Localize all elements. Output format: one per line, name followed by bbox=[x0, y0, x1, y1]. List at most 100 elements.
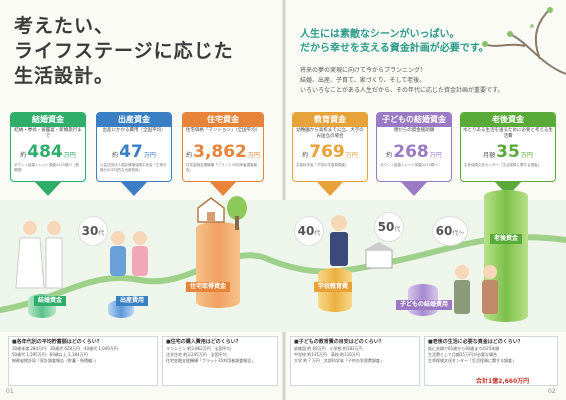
card-sub: ゆとりある生活を送るために必要と考える生活費 bbox=[463, 128, 553, 139]
info-box-row: マンション 約3,862万円 全国平均 bbox=[166, 346, 231, 351]
student-icon bbox=[330, 215, 348, 266]
info-box-row: 幼稚園 約 69万円 小学校 約183万円 bbox=[294, 346, 363, 351]
card-sub: 親からの資金援助額 bbox=[393, 128, 435, 133]
ribbon-childbirth: 出産費用 bbox=[116, 296, 149, 306]
tree-branch-illustration bbox=[482, 7, 566, 75]
intro-text: 将来の夢の実現に向けて今からプランニング！ 結婚、出産、子育て、家づくり、そして… bbox=[300, 66, 503, 96]
amount-number: 35 bbox=[496, 142, 520, 162]
amount-unit: 万円 bbox=[345, 152, 358, 159]
card-header: 教育資金 bbox=[293, 113, 367, 127]
coin-stack-housing bbox=[196, 222, 240, 308]
lead-line-2: だから幸せを支える資金計画が必要です。 bbox=[300, 43, 489, 54]
amount-prefix: 約 bbox=[386, 152, 393, 159]
card-amount: 月額 35 万円 bbox=[461, 142, 555, 162]
info-box-housing: ■住宅の購入費用はどのくらい？ マンション 約3,862万円 全国平均 注文住宅… bbox=[162, 336, 278, 386]
arrow-down-icon bbox=[495, 182, 521, 196]
card-note: 生命保険文化センター「生活保障に関する調査」 bbox=[464, 163, 541, 167]
card-note: ゼクシィ結婚トレンド調査2015調べ（首都圏） bbox=[14, 163, 79, 172]
info-box-savings: ■各年代別の平均貯蓄額はどのくらい？ 30歳未満 284万円 30歳代 628万… bbox=[8, 336, 158, 386]
intro-line-1: 将来の夢の実現に向けて今からプランニング！ bbox=[300, 67, 427, 74]
card-header: 住宅資金 bbox=[183, 113, 263, 127]
card-housing-fund: 住宅資金 住宅価格「マンション」（全国平均） 約 3,862 万円 住宅金融支援… bbox=[182, 112, 264, 182]
info-box-row: 生命保険文化センター「生活保障に関する調査」 bbox=[428, 358, 516, 363]
card-education-fund: 教育資金 幼稚園から高校まで公立、大学のみ国立の場合 約 769 万円 文部科学… bbox=[292, 112, 368, 182]
amount-number: 268 bbox=[393, 142, 429, 162]
info-box-education: ■子どもの教育費の目安はどのくらい？ 幼稚園 約 69万円 小学校 約183万円… bbox=[290, 336, 420, 386]
card-amount: 約 769 万円 bbox=[293, 142, 367, 162]
card-sub: 住宅価格「マンション」（全国平均） bbox=[185, 128, 261, 133]
info-box-row: 大学 約 ? 万円 文部科学省「子供の学習費調査」 bbox=[294, 358, 384, 363]
age-number: 30 bbox=[81, 224, 99, 238]
info-box-title: ■各年代別の平均貯蓄額はどのくらい？ bbox=[12, 339, 102, 345]
card-header: 出産資金 bbox=[97, 113, 171, 127]
card-header: 老後資金 bbox=[461, 113, 555, 127]
page-number-left: 01 bbox=[6, 388, 14, 395]
card-amount: 約 268 万円 bbox=[377, 142, 451, 162]
title-line-3: 生活設計。 bbox=[14, 65, 115, 87]
info-box-title: ■老後の生活に必要な資金はどのくらい？ bbox=[428, 339, 523, 345]
page-number-right: 02 bbox=[548, 388, 556, 395]
info-box-row: 30歳未満 284万円 30歳代 628万円 40歳代 1,049万円 bbox=[12, 346, 118, 351]
ribbon-child-marriage: 子どもの結婚費用 bbox=[396, 300, 453, 310]
lead-text: 人生には素敵なシーンがいっぱい。 だから幸せを支える資金計画が必要です。 bbox=[300, 28, 489, 56]
card-child-marriage-fund: 子どもの結婚資金 親からの資金援助額 約 268 万円 ゼクシィ結婚トレンド調査… bbox=[376, 112, 452, 182]
age-suffix: 代 bbox=[314, 230, 321, 237]
info-box-row: 注文住宅 約3,245万円 全国平均 bbox=[166, 352, 227, 357]
info-box-row: 住宅金融支援機構「フラット35利用者調査報告」 bbox=[166, 358, 256, 363]
amount-unit: 万円 bbox=[520, 152, 533, 159]
info-box-row: 中学校 約135万円 高校 約116万円 bbox=[294, 352, 360, 357]
intro-line-3: いろいろなことがある人生だから、その年代に応じた資金計画が重要です。 bbox=[300, 87, 504, 94]
age-suffix: 代 bbox=[394, 226, 401, 233]
card-header: 結婚資金 bbox=[11, 113, 85, 127]
info-box-row: 50歳代 1,595万円 60歳以上 2,384万円 bbox=[12, 352, 88, 357]
age-badge-50s: 50 代 bbox=[374, 212, 404, 242]
arrow-down-icon bbox=[210, 182, 236, 196]
card-retirement-fund: 老後資金 ゆとりある生活を送るために必要と考える生活費 月額 35 万円 生命保… bbox=[460, 112, 556, 182]
intro-line-2: 結婚、出産、子育て、家づくり、そして老後。 bbox=[300, 77, 426, 84]
amount-number: 484 bbox=[27, 142, 63, 162]
amount-number: 3,862 bbox=[193, 142, 247, 162]
age-number: 50 bbox=[377, 220, 395, 234]
title-line-2: ライフステージに応じた bbox=[14, 40, 234, 62]
school-icon bbox=[364, 242, 394, 269]
ribbon-education: 学校教育費 bbox=[314, 282, 353, 292]
ribbon-housing: 住宅取得資金 bbox=[186, 282, 231, 292]
card-sub: 幼稚園から高校まで公立、大学のみ国立の場合 bbox=[296, 128, 364, 139]
info-box-title: ■住宅の購入費用はどのくらい？ bbox=[166, 339, 241, 345]
card-amount: 約 3,862 万円 bbox=[183, 142, 263, 162]
age-number: 40 bbox=[297, 224, 315, 238]
amount-prefix: 月額 bbox=[483, 152, 496, 159]
card-sub: 出産にかかる費用（全国平均） bbox=[102, 128, 166, 133]
info-box-title: ■子どもの教育費の目安はどのくらい？ bbox=[294, 339, 384, 345]
amount-prefix: 約 bbox=[20, 152, 27, 159]
house-icon bbox=[197, 197, 225, 223]
info-box-row: 仮に夫婦で65歳から90歳までの25年間 bbox=[428, 346, 500, 351]
title-line-1: 考えたい、 bbox=[14, 15, 115, 37]
amount-number: 47 bbox=[119, 142, 143, 162]
age-number: 60 bbox=[435, 224, 453, 238]
card-amount: 約 484 万円 bbox=[11, 142, 85, 162]
amount-unit: 万円 bbox=[429, 152, 442, 159]
card-childbirth-fund: 出産資金 出産にかかる費用（全国平均） 約 47 万円 公益社団法人国民健康保険… bbox=[96, 112, 172, 182]
age-badge-60s: 60 代〜 bbox=[432, 216, 468, 246]
lifeline-curve bbox=[0, 234, 566, 313]
parents-baby-icon bbox=[110, 231, 148, 276]
amount-prefix: 約 bbox=[112, 152, 119, 159]
amount-prefix: 約 bbox=[186, 152, 193, 159]
age-suffix: 代 bbox=[98, 230, 105, 237]
age-badge-30s: 30 代 bbox=[78, 216, 108, 246]
lead-line-1: 人生には素敵なシーンがいっぱい。 bbox=[300, 29, 460, 40]
card-note: 文部科学省「子供の学習費調査」 bbox=[296, 163, 349, 167]
elderly-couple-icon bbox=[454, 265, 498, 314]
amount-number: 769 bbox=[309, 142, 345, 162]
total-amount: 合計1億2,660万円 bbox=[476, 378, 530, 385]
card-sub: 結納・挙式・披露宴・新婚旅行まで bbox=[14, 128, 82, 139]
age-suffix: 代〜 bbox=[452, 230, 465, 237]
info-box-row: 総務省統計局「家計調査報告（貯蓄・負債編）」 bbox=[12, 358, 98, 363]
amount-unit: 万円 bbox=[143, 152, 156, 159]
arrow-down-icon bbox=[121, 182, 147, 196]
arrow-down-icon bbox=[401, 182, 427, 196]
card-note: ゼクシィ結婚トレンド調査2015調べ bbox=[380, 163, 438, 167]
card-note: 住宅金融支援機構「フラット35利用者調査報告」 bbox=[186, 163, 257, 172]
